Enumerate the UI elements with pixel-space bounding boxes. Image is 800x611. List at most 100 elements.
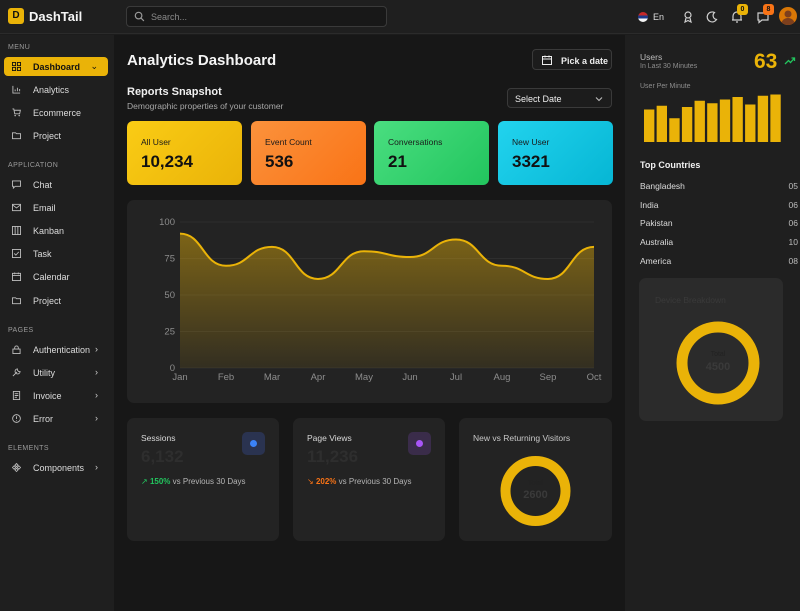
bar[interactable]: [681, 107, 693, 142]
reports-chart-card: 0 25 50 75 100 Jan Feb Mar Apr May Jun Jul Aug Sep Oct: [127, 200, 612, 403]
device-donut-chart[interactable]: Total 4500: [639, 278, 783, 421]
x-tick-label: Mar: [264, 372, 280, 383]
country-row: Bangladesh 05: [640, 181, 798, 191]
y-tick-label: 25: [164, 327, 175, 338]
sidebar-item-label: Ecommerce: [33, 108, 82, 118]
stat-card-new-user[interactable]: New User 3321: [498, 121, 613, 185]
sidebar: MENU Dashboard ⌄ Analytics Ecommerce Pro…: [0, 35, 114, 611]
device-total-label: Total: [711, 351, 726, 358]
sidebar-item-components[interactable]: Components ›: [4, 458, 108, 477]
app-name[interactable]: DashTail: [29, 9, 83, 24]
stat-label: Event Count: [265, 137, 312, 147]
sidebar-item-invoice[interactable]: Invoice ›: [4, 386, 108, 405]
visitors-donut-chart[interactable]: New vs Returning Visitors Total 2600: [459, 418, 612, 541]
user-avatar[interactable]: [779, 7, 797, 25]
y-tick-label: 100: [159, 217, 175, 228]
stat-card-event-count[interactable]: Event Count 536: [251, 121, 366, 185]
search-box[interactable]: [126, 6, 387, 27]
stat-card-all-user[interactable]: All User 10,234: [127, 121, 242, 185]
bar[interactable]: [757, 95, 769, 142]
page-views-card[interactable]: Page Views 11,236 ↘ 202% vs Previous 30 …: [293, 418, 445, 541]
pick-date-button[interactable]: Pick a date: [532, 49, 612, 70]
country-row: Australia 10: [640, 237, 798, 247]
country-value: 10: [788, 237, 798, 247]
language-selector[interactable]: En: [653, 12, 665, 22]
sidebar-item-calendar[interactable]: Calendar: [4, 267, 108, 286]
device-breakdown-title: Device Breakdown: [655, 295, 726, 305]
select-date-value: Select Date: [515, 94, 562, 104]
visitors-total-label: Total: [528, 480, 543, 487]
moon-icon[interactable]: [704, 9, 720, 25]
trend-percent: 202%: [315, 477, 337, 486]
sidebar-item-utility[interactable]: Utility ›: [4, 363, 108, 382]
visitors-card[interactable]: New vs Returning Visitors Total 2600: [459, 418, 612, 541]
sidebar-item-project[interactable]: Project: [4, 126, 108, 145]
page-views-icon: [408, 432, 431, 455]
reports-area-chart[interactable]: 0 25 50 75 100 Jan Feb Mar Apr May Jun Jul Aug Sep Oct: [127, 200, 612, 403]
components-icon: [12, 463, 21, 472]
bar[interactable]: [719, 99, 731, 143]
sidebar-item-label: Project: [33, 131, 62, 141]
sidebar-item-dashboard[interactable]: Dashboard ⌄: [4, 57, 108, 76]
sidebar-item-email[interactable]: Email: [4, 198, 108, 217]
chevron-right-icon: ›: [95, 390, 98, 400]
sidebar-item-chat[interactable]: Chat: [4, 175, 108, 194]
trend-compare: vs Previous 30 Days: [172, 477, 246, 486]
award-icon[interactable]: [680, 9, 696, 25]
flag-icon[interactable]: [638, 12, 648, 22]
page-views-label: Page Views: [307, 433, 352, 443]
select-date-dropdown[interactable]: Select Date: [507, 88, 612, 108]
stat-card-conversations[interactable]: Conversations 21: [374, 121, 489, 185]
sessions-card[interactable]: Sessions 6,132 ↗ 150% vs Previous 30 Day…: [127, 418, 279, 541]
kanban-icon: [12, 226, 21, 235]
pick-date-label: Pick a date: [561, 56, 609, 66]
sidebar-item-authentication[interactable]: Authentication ›: [4, 340, 108, 359]
sidebar-item-label: Dashboard: [33, 62, 81, 72]
sidebar-item-kanban[interactable]: Kanban: [4, 221, 108, 240]
bar[interactable]: [669, 118, 680, 142]
sidebar-item-task[interactable]: Task: [4, 244, 108, 263]
bar[interactable]: [694, 100, 705, 142]
country-name: Australia: [640, 237, 674, 247]
x-tick-label: Oct: [587, 372, 602, 383]
sidebar-item-label: Authentication: [33, 345, 91, 355]
lock-icon: [12, 345, 21, 354]
bar[interactable]: [707, 103, 718, 142]
users-per-minute-bar-chart[interactable]: [625, 92, 800, 142]
wrench-icon: [12, 368, 21, 377]
bar[interactable]: [770, 94, 781, 143]
trend-up-icon: [784, 57, 796, 65]
sidebar-item-error[interactable]: Error ›: [4, 409, 108, 428]
messages-badge: 8: [763, 4, 774, 15]
page-views-trend: ↘ 202% vs Previous 30 Days: [307, 477, 412, 486]
trend-down-icon: ↘: [307, 477, 314, 486]
mail-icon: [12, 203, 21, 212]
sidebar-item-label: Components: [33, 463, 85, 473]
page-views-value: 11,236: [307, 447, 359, 466]
bar[interactable]: [732, 97, 743, 142]
bar[interactable]: [644, 109, 655, 143]
sessions-trend: ↗ 150% vs Previous 30 Days: [141, 477, 246, 486]
section-title-pages: PAGES: [8, 327, 34, 334]
device-total-value: 4500: [706, 361, 730, 373]
bar[interactable]: [745, 104, 756, 143]
app-logo[interactable]: D: [8, 8, 24, 24]
search-icon: [134, 11, 145, 22]
users-label: Users: [640, 52, 663, 62]
sidebar-item-ecommerce[interactable]: Ecommerce: [4, 103, 108, 122]
sidebar-item-label: Invoice: [33, 391, 62, 401]
users-sub: In Last 30 Minutes: [640, 63, 698, 70]
search-input[interactable]: [151, 9, 381, 24]
x-tick-label: Aug: [494, 372, 511, 383]
sidebar-item-project-app[interactable]: Project: [4, 291, 108, 310]
y-tick-label: 50: [164, 290, 175, 301]
device-breakdown-card[interactable]: Device Breakdown Total 4500: [639, 278, 783, 421]
visitors-total-value: 2600: [523, 489, 547, 501]
user-per-minute-label: User Per Minute: [640, 83, 691, 90]
sidebar-item-analytics[interactable]: Analytics: [4, 80, 108, 99]
bar[interactable]: [656, 105, 667, 142]
sidebar-item-label: Email: [33, 203, 56, 213]
sidebar-item-label: Analytics: [33, 85, 70, 95]
visitors-donut-ring: [500, 456, 571, 526]
folder-icon: [12, 297, 21, 305]
